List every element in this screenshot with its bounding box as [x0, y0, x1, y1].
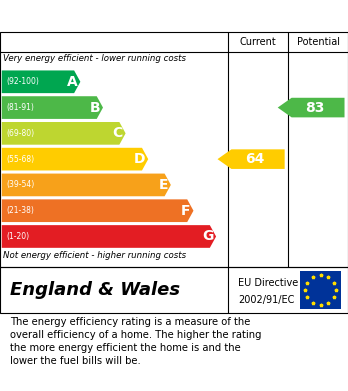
Polygon shape	[2, 174, 171, 196]
Text: (81-91): (81-91)	[6, 103, 34, 112]
Polygon shape	[2, 96, 103, 119]
Polygon shape	[2, 122, 126, 145]
Text: Very energy efficient - lower running costs: Very energy efficient - lower running co…	[3, 54, 187, 63]
Text: A: A	[67, 75, 78, 89]
Text: Not energy efficient - higher running costs: Not energy efficient - higher running co…	[3, 251, 187, 260]
Text: 64: 64	[245, 152, 264, 166]
Text: (69-80): (69-80)	[6, 129, 34, 138]
Text: (55-68): (55-68)	[6, 154, 34, 164]
Text: (1-20): (1-20)	[6, 232, 29, 241]
Text: EU Directive: EU Directive	[238, 278, 299, 288]
Text: (92-100): (92-100)	[6, 77, 39, 86]
Polygon shape	[2, 199, 193, 222]
Text: G: G	[202, 230, 213, 244]
Polygon shape	[2, 148, 148, 170]
Text: C: C	[112, 126, 123, 140]
Text: Current: Current	[240, 37, 276, 47]
Text: England & Wales: England & Wales	[10, 281, 181, 299]
Text: (21-38): (21-38)	[6, 206, 34, 215]
Text: D: D	[134, 152, 145, 166]
Text: 2002/91/EC: 2002/91/EC	[238, 295, 295, 305]
Text: B: B	[89, 100, 100, 115]
Polygon shape	[2, 70, 80, 93]
Polygon shape	[218, 149, 285, 169]
Polygon shape	[2, 225, 216, 248]
Text: 83: 83	[305, 100, 324, 115]
Text: Energy Efficiency Rating: Energy Efficiency Rating	[10, 7, 239, 25]
Text: F: F	[181, 204, 191, 218]
Bar	[300, 271, 341, 309]
Polygon shape	[278, 98, 345, 117]
Text: (39-54): (39-54)	[6, 180, 34, 189]
Text: The energy efficiency rating is a measure of the
overall efficiency of a home. T: The energy efficiency rating is a measur…	[10, 317, 262, 366]
Text: E: E	[159, 178, 168, 192]
Text: Potential: Potential	[296, 37, 340, 47]
